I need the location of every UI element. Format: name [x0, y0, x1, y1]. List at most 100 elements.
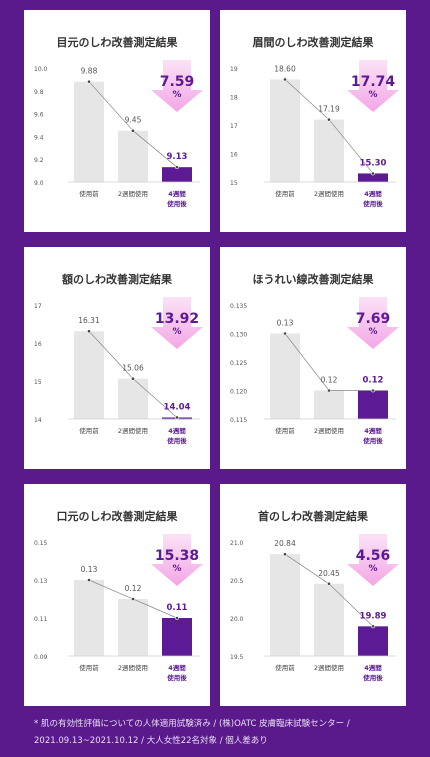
chart-card-glabella: 15 16 17 18 19 18.60 17.19 15.30 使用前 2週間使用 4週間 使用後 1…	[220, 10, 406, 232]
y-tick-label: 0.115	[230, 417, 247, 424]
down-arrow-icon	[347, 297, 399, 349]
x-tick-label: 使用前	[79, 426, 99, 435]
improvement-unit: %	[368, 90, 377, 100]
trend-point	[87, 79, 91, 84]
trend-point	[371, 388, 375, 393]
data-label: 15.06	[122, 364, 144, 373]
improvement-unit: %	[172, 90, 181, 100]
improvement-value: 13.92	[155, 311, 199, 327]
y-tick-label: 0.09	[34, 654, 48, 661]
y-tick-label: 19.5	[230, 654, 244, 661]
trend-point	[131, 128, 135, 133]
bar	[118, 130, 148, 182]
improvement-unit: %	[172, 327, 181, 337]
trend-point	[131, 376, 135, 381]
y-tick-label: 16	[230, 152, 238, 159]
data-label: 14.04	[164, 402, 191, 412]
trend-point	[87, 329, 91, 334]
chart-title: 額のしわ改善測定結果	[62, 273, 172, 286]
chart-card-nasolabial: 0.115 0.120 0.125 0.130 0.135 0.13 0.12 0.12 使用前…	[220, 247, 406, 469]
x-tick-label: 使用後	[166, 673, 187, 682]
down-arrow-icon	[151, 297, 203, 349]
data-label: 19.89	[360, 611, 387, 621]
y-tick-label: 20.0	[230, 616, 244, 623]
x-tick-label: 4週間	[168, 663, 186, 672]
trend-point	[283, 552, 287, 557]
bar	[270, 333, 300, 419]
trend-point	[371, 624, 375, 629]
y-tick-label: 9.4	[34, 134, 44, 141]
trend-point	[327, 388, 331, 393]
bar	[74, 331, 104, 419]
data-label: 0.12	[125, 584, 142, 593]
x-tick-label: 2週間使用	[314, 663, 344, 672]
bar	[314, 583, 344, 656]
data-label: 0.12	[363, 376, 384, 386]
trend-point	[131, 597, 135, 601]
bar	[270, 79, 300, 182]
bar	[74, 580, 104, 656]
x-tick-label: 使用前	[79, 663, 99, 672]
y-tick-label: 0.15	[34, 540, 48, 547]
improvement-value: 17.74	[351, 74, 396, 90]
improvement-value: 15.38	[155, 548, 199, 564]
x-tick-label: 4週間	[364, 663, 382, 672]
chart-title: 首のしわ改善測定結果	[258, 510, 368, 523]
x-tick-label: 使用後	[362, 199, 383, 208]
bar	[358, 173, 388, 182]
chart-card-forehead: 14 15 16 17 16.31 15.06 14.04 使用前 2週間使用 4週間 使用後 13.…	[24, 247, 210, 469]
data-label: 9.45	[125, 116, 142, 125]
x-tick-label: 使用前	[275, 663, 295, 672]
x-tick-label: 4週間	[364, 426, 382, 435]
trend-point	[87, 578, 91, 582]
x-tick-label: 4週間	[168, 189, 186, 198]
data-label: 20.45	[318, 569, 340, 578]
chart-svg: 9.0 9.2 9.4 9.6 9.8 10.0 9.88 9.45 9.13 使用前 2週間使用 4…	[34, 60, 203, 208]
bar	[162, 618, 192, 656]
x-tick-label: 使用後	[166, 199, 187, 208]
chart-title: 眉間のしわ改善測定結果	[252, 36, 374, 49]
y-tick-label: 15	[230, 180, 238, 187]
bar	[314, 119, 344, 182]
improvement-value: 7.59	[160, 74, 195, 90]
x-tick-label: 4週間	[168, 426, 186, 435]
chart-svg: 19.5 20.0 20.5 21.0 20.84 20.45 19.89 使用前 2週間使用 4…	[230, 534, 399, 682]
data-label: 16.31	[78, 316, 100, 325]
footnote: * 肌の有効性評価についての人体適用試験済み / (株)OATC 皮膚臨床試験セ…	[34, 716, 414, 750]
trend-point	[283, 331, 287, 336]
y-tick-label: 0.11	[34, 616, 48, 623]
x-tick-label: 使用後	[166, 436, 187, 445]
bar	[358, 390, 388, 419]
down-arrow-icon	[347, 60, 399, 112]
footnote-line-1: * 肌の有効性評価についての人体適用試験済み / (株)OATC 皮膚臨床試験セ…	[34, 719, 350, 729]
chart-svg: 0.09 0.11 0.13 0.15 0.13 0.12 0.11 使用前 2週間使用 4週間使…	[34, 534, 203, 682]
y-tick-label: 9.2	[34, 157, 44, 164]
y-tick-label: 17	[230, 123, 238, 130]
x-tick-label: 2週間使用	[314, 189, 344, 198]
y-tick-label: 9.0	[34, 180, 44, 187]
improvement-unit: %	[172, 564, 181, 574]
chart-title: 目元のしわ改善測定結果	[56, 36, 178, 49]
x-tick-label: 2週間使用	[118, 426, 148, 435]
data-label: 0.11	[167, 603, 188, 613]
y-tick-label: 18	[230, 95, 238, 102]
chart-title: 口元のしわ改善測定結果	[56, 510, 178, 523]
data-label: 15.30	[360, 158, 387, 168]
bar	[162, 167, 192, 182]
y-tick-label: 16	[34, 341, 42, 348]
data-label: 0.13	[277, 319, 294, 328]
down-arrow-icon	[347, 534, 399, 586]
x-tick-label: 使用前	[79, 189, 99, 198]
x-tick-label: 4週間	[364, 189, 382, 198]
chart-card-neck: 19.5 20.0 20.5 21.0 20.84 20.45 19.89 使用前 2週間使用 4…	[220, 484, 406, 706]
improvement-value: 4.56	[356, 548, 391, 564]
improvement-value: 7.69	[356, 311, 391, 327]
bar	[358, 626, 388, 656]
y-tick-label: 0.120	[230, 389, 247, 396]
y-tick-label: 0.13	[34, 578, 48, 585]
improvement-unit: %	[368, 327, 377, 337]
x-tick-label: 使用前	[275, 189, 295, 198]
trend-point	[175, 616, 179, 620]
